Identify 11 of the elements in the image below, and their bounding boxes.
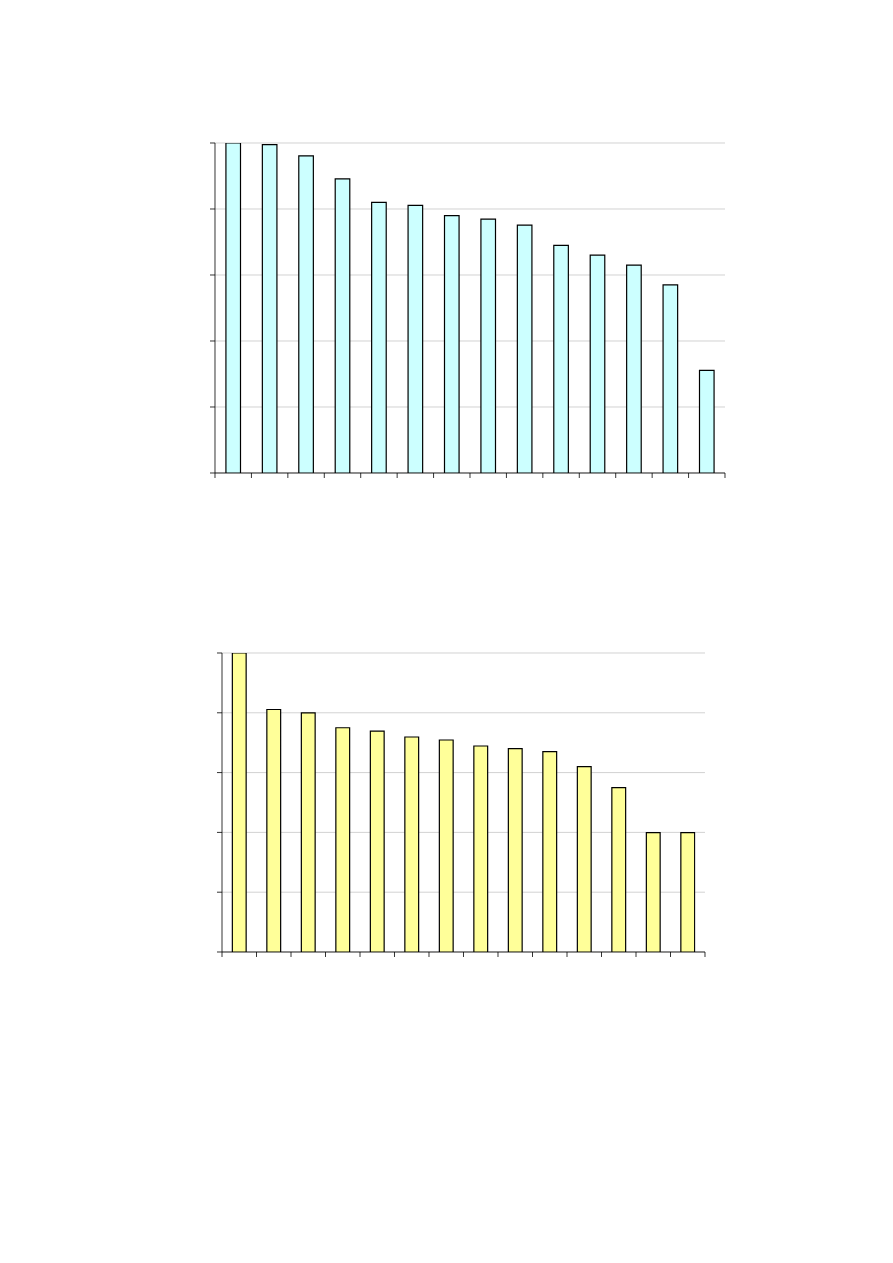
bar: [553, 244, 569, 473]
bar: [438, 739, 454, 952]
bar: [611, 786, 627, 952]
bar: [542, 751, 558, 952]
bar: [266, 708, 282, 952]
bar: [507, 748, 523, 952]
bar: [231, 652, 247, 952]
bar: [626, 264, 642, 473]
bar: [298, 155, 314, 473]
bar: [473, 745, 489, 952]
bar: [371, 201, 387, 473]
